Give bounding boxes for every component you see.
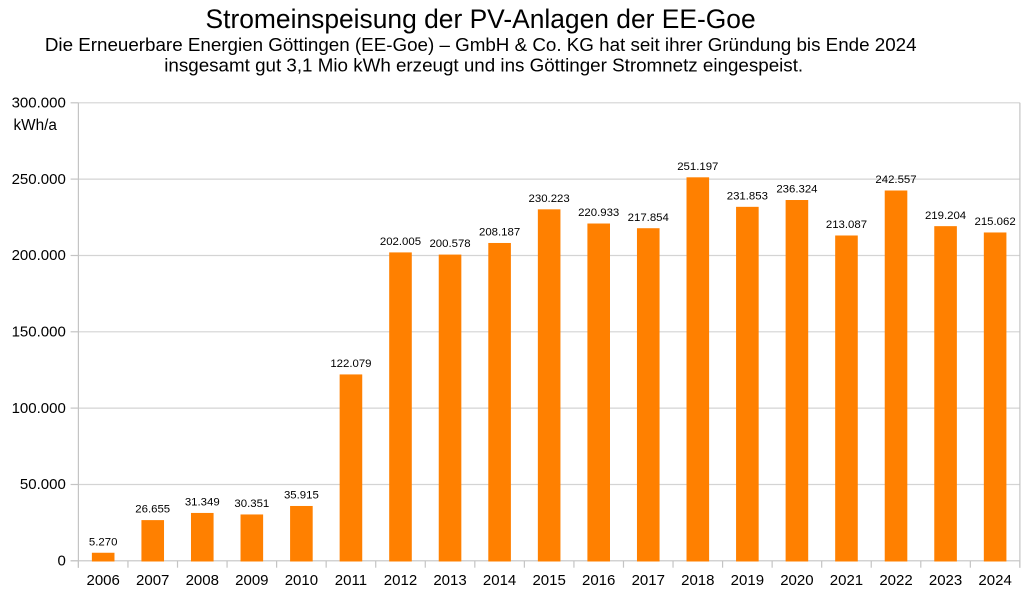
svg-text:208.187: 208.187 — [479, 227, 520, 239]
svg-text:31.349: 31.349 — [185, 497, 220, 509]
svg-text:2021: 2021 — [830, 572, 863, 589]
svg-text:215.062: 215.062 — [975, 216, 1016, 228]
svg-text:2013: 2013 — [433, 572, 466, 589]
svg-text:250.000: 250.000 — [12, 171, 66, 188]
svg-text:insgesamt gut 3,1 Mio kWh erze: insgesamt gut 3,1 Mio kWh erzeugt und in… — [164, 55, 803, 76]
svg-text:2014: 2014 — [483, 572, 516, 589]
svg-text:2010: 2010 — [285, 572, 318, 589]
svg-text:242.557: 242.557 — [875, 174, 916, 186]
svg-text:2022: 2022 — [879, 572, 912, 589]
svg-text:2020: 2020 — [780, 572, 813, 589]
svg-text:300.000: 300.000 — [12, 95, 66, 112]
svg-text:2012: 2012 — [384, 572, 417, 589]
svg-text:200.000: 200.000 — [12, 247, 66, 264]
svg-text:230.223: 230.223 — [529, 193, 570, 205]
svg-text:2023: 2023 — [929, 572, 962, 589]
svg-text:2011: 2011 — [335, 572, 367, 589]
svg-text:2024: 2024 — [978, 572, 1011, 589]
svg-text:kWh/a: kWh/a — [14, 117, 58, 134]
svg-text:219.204: 219.204 — [925, 210, 966, 222]
svg-text:26.655: 26.655 — [135, 504, 170, 516]
svg-text:5.270: 5.270 — [89, 536, 118, 548]
svg-text:2009: 2009 — [235, 572, 268, 589]
svg-text:2007: 2007 — [136, 572, 169, 589]
svg-text:2019: 2019 — [731, 572, 764, 589]
svg-text:231.853: 231.853 — [727, 190, 768, 202]
svg-text:2016: 2016 — [582, 572, 615, 589]
svg-text:202.005: 202.005 — [380, 236, 421, 248]
svg-text:2017: 2017 — [632, 572, 665, 589]
svg-text:217.854: 217.854 — [628, 212, 669, 224]
svg-text:0: 0 — [57, 553, 65, 570]
svg-text:2006: 2006 — [86, 572, 119, 589]
svg-text:150.000: 150.000 — [12, 324, 66, 341]
svg-text:100.000: 100.000 — [12, 400, 66, 417]
svg-text:220.933: 220.933 — [578, 207, 619, 219]
svg-text:Die Erneuerbare Energien Götti: Die Erneuerbare Energien Göttingen (EE-G… — [45, 34, 917, 55]
svg-text:251.197: 251.197 — [677, 161, 718, 173]
svg-text:213.087: 213.087 — [826, 219, 867, 231]
svg-text:Stromeinspeisung der PV-Anlage: Stromeinspeisung der PV-Anlagen der EE-G… — [206, 4, 756, 34]
svg-text:30.351: 30.351 — [234, 498, 269, 510]
svg-text:2015: 2015 — [532, 572, 565, 589]
svg-text:2008: 2008 — [186, 572, 219, 589]
svg-text:236.324: 236.324 — [776, 184, 817, 196]
svg-text:35.915: 35.915 — [284, 490, 319, 502]
svg-text:200.578: 200.578 — [429, 238, 470, 250]
svg-text:50.000: 50.000 — [20, 476, 66, 493]
svg-text:2018: 2018 — [681, 572, 714, 589]
svg-text:122.079: 122.079 — [330, 358, 371, 370]
